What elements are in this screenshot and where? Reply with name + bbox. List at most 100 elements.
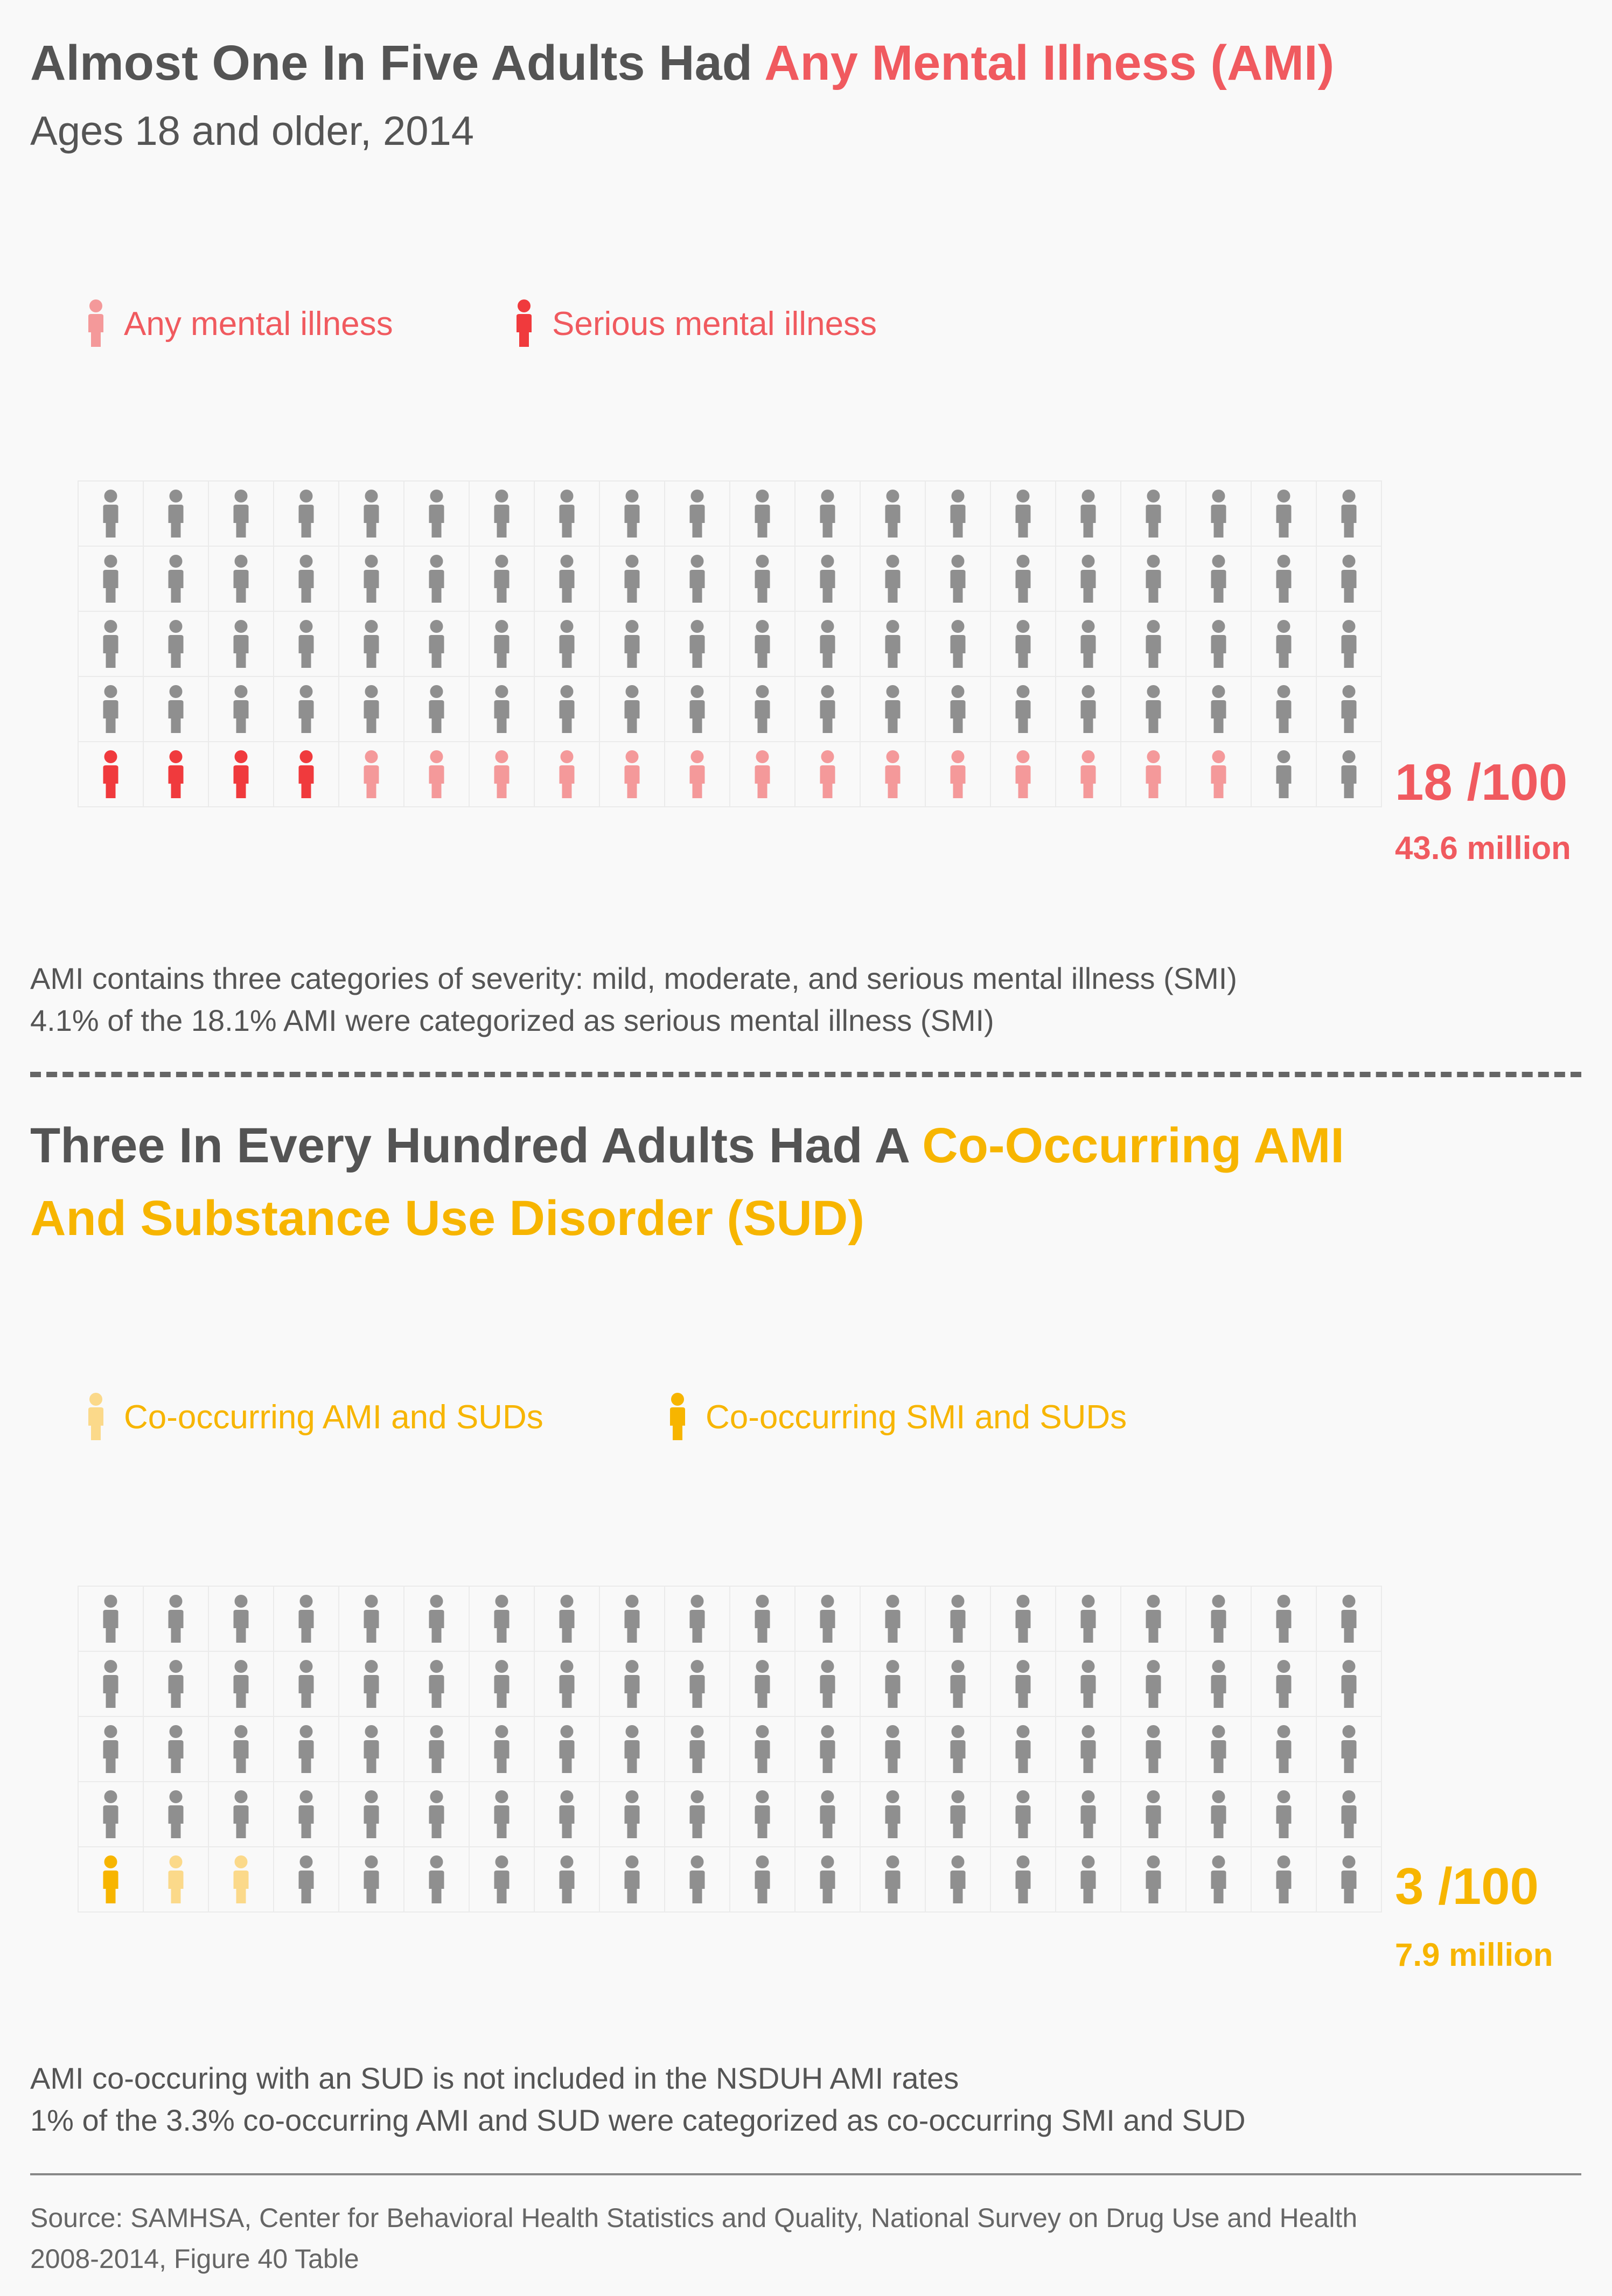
person-icon [429, 1855, 444, 1903]
person-icon [298, 1595, 314, 1643]
person-icon [755, 750, 770, 798]
person-icon [1080, 555, 1096, 603]
person-icon [885, 685, 901, 733]
person-icon [1276, 1660, 1292, 1708]
person-icon [1211, 1725, 1226, 1773]
person-icon [494, 1790, 510, 1838]
person-icon [233, 1790, 249, 1838]
person-icon [624, 750, 640, 798]
person-icon [885, 1855, 901, 1903]
person-icon [429, 490, 444, 538]
person-icon [1146, 1790, 1161, 1838]
person-icon [1015, 685, 1031, 733]
person-icon [429, 1595, 444, 1643]
person-icon [103, 490, 118, 538]
person-icon [429, 1660, 444, 1708]
person-icon [364, 685, 379, 733]
person-icon [950, 1855, 966, 1903]
person-icon [559, 685, 575, 733]
person-icon [885, 750, 901, 798]
person-icon [755, 1725, 770, 1773]
person-icon [689, 1855, 705, 1903]
person-icon [1015, 1790, 1031, 1838]
person-icon [950, 1595, 966, 1643]
person-icon [298, 1725, 314, 1773]
person-icon [755, 1595, 770, 1643]
person-icon [1341, 1725, 1357, 1773]
person-icon [1146, 1855, 1161, 1903]
person-icon [168, 1790, 184, 1838]
person-icon [820, 555, 835, 603]
section2-ratio: 3 /100 [1395, 1858, 1539, 1915]
person-icon [885, 555, 901, 603]
person-icon [950, 1790, 966, 1838]
person-icon [624, 685, 640, 733]
person-icon [559, 1790, 575, 1838]
person-icon [1146, 490, 1161, 538]
person-icon [624, 1855, 640, 1903]
person-icon [233, 1595, 249, 1643]
person-icon [820, 685, 835, 733]
person-icon [689, 620, 705, 668]
person-icon [103, 620, 118, 668]
person-icon [624, 1725, 640, 1773]
section1-title-highlight: Any Mental Illness (AMI) [764, 36, 1335, 90]
person-icon [885, 1725, 901, 1773]
pictogram-grid-ami [78, 480, 1382, 807]
person-icon [88, 299, 103, 347]
person-icon [689, 750, 705, 798]
person-icon [168, 685, 184, 733]
person-icon [298, 750, 314, 798]
person-icon [1146, 750, 1161, 798]
person-icon [364, 1725, 379, 1773]
person-icon [1015, 555, 1031, 603]
person-icon [1276, 555, 1292, 603]
person-icon [950, 1725, 966, 1773]
person-icon [168, 1660, 184, 1708]
person-icon [429, 620, 444, 668]
person-icon [103, 1595, 118, 1643]
person-icon [885, 1660, 901, 1708]
person-icon [559, 490, 575, 538]
person-icon [559, 750, 575, 798]
person-icon [494, 620, 510, 668]
person-icon [755, 1790, 770, 1838]
person-icon [1080, 1725, 1096, 1773]
person-icon [364, 750, 379, 798]
person-icon [1341, 1855, 1357, 1903]
person-icon [624, 1595, 640, 1643]
person-icon [233, 750, 249, 798]
person-icon [1015, 750, 1031, 798]
person-icon [624, 490, 640, 538]
source-line-1: Source: SAMHSA, Center for Behavioral He… [30, 2203, 1358, 2233]
person-icon [1276, 750, 1292, 798]
section2-title-line2: And Substance Use Disorder (SUD) [30, 1191, 864, 1246]
person-icon [820, 1725, 835, 1773]
person-icon [103, 1855, 118, 1903]
person-icon [429, 750, 444, 798]
person-icon [88, 1393, 103, 1440]
person-icon [429, 1725, 444, 1773]
person-icon [364, 1790, 379, 1838]
person-icon [233, 1855, 249, 1903]
person-icon [1211, 1660, 1226, 1708]
person-icon [1276, 1595, 1292, 1643]
person-icon [1341, 1790, 1357, 1838]
person-icon [1015, 1725, 1031, 1773]
section1-subtitle: Ages 18 and older, 2014 [30, 108, 474, 154]
section2-million: 7.9 million [1395, 1937, 1553, 1973]
person-icon [755, 620, 770, 668]
person-icon [103, 685, 118, 733]
person-icon [1276, 1855, 1292, 1903]
source-line-2: 2008-2014, Figure 40 Table [30, 2244, 359, 2274]
person-icon [1341, 620, 1357, 668]
person-icon [233, 555, 249, 603]
person-icon [1080, 490, 1096, 538]
person-icon [1341, 1595, 1357, 1643]
person-icon [1015, 1855, 1031, 1903]
person-icon [1015, 1660, 1031, 1708]
person-icon [364, 555, 379, 603]
person-icon [885, 490, 901, 538]
person-icon [1146, 1660, 1161, 1708]
person-icon [1080, 1595, 1096, 1643]
